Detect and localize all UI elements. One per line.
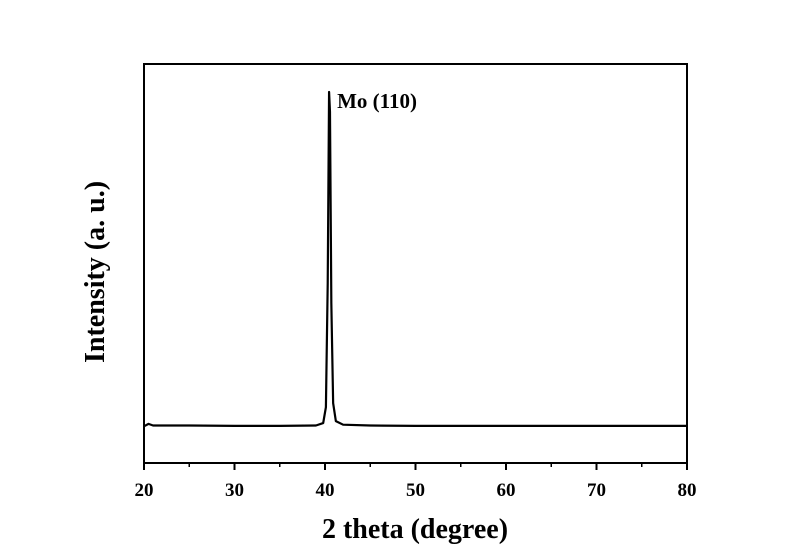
x-tick-label: 40 — [316, 480, 335, 501]
x-tick-label: 30 — [225, 480, 244, 501]
peak-annotation: Mo (110) — [337, 89, 417, 113]
x-tick-label: 50 — [406, 480, 425, 501]
data-line — [143, 90, 687, 428]
y-axis-label: Intensity (a. u.) — [80, 181, 111, 363]
x-tick-label: 60 — [497, 480, 516, 501]
x-tick-label: 80 — [678, 480, 697, 501]
x-tick-label: 70 — [587, 480, 606, 501]
x-tick-label: 20 — [135, 480, 154, 501]
x-axis-label: 2 theta (degree) — [322, 514, 508, 545]
plot-frame — [143, 63, 688, 464]
